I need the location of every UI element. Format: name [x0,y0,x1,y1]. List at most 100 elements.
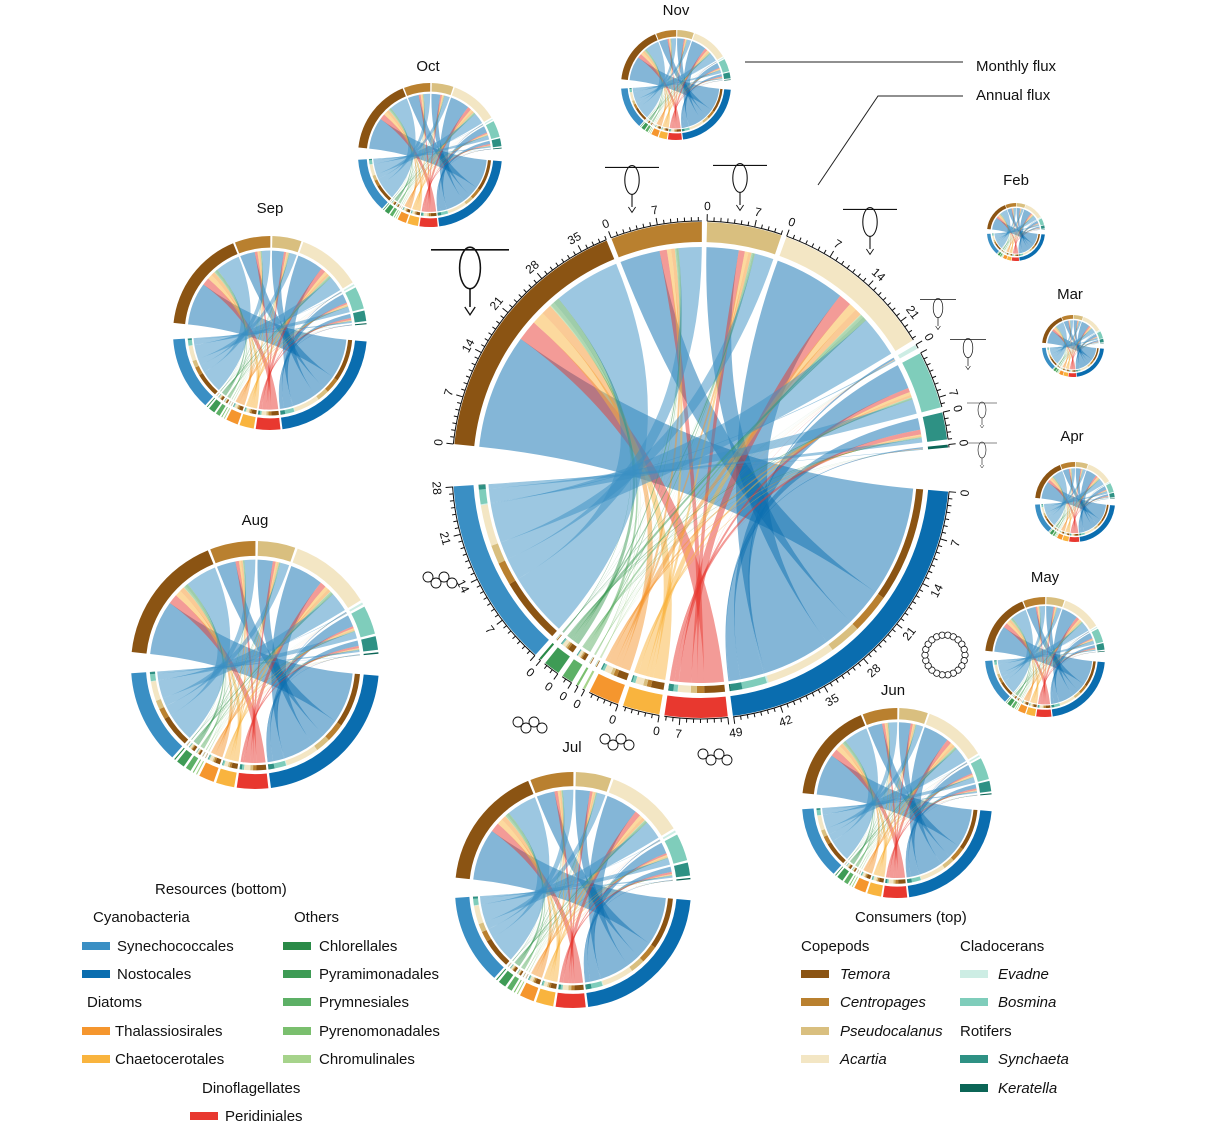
major-tick [574,686,579,693]
resource-consumer-band [325,722,342,741]
resource-consumer-band [1076,369,1078,372]
resource-consumer-band [847,863,851,868]
chord-pseudocalanus-peridiniales [1015,208,1021,254]
tick-label: 21 [487,293,506,312]
resource-consumer-band [846,862,849,866]
resource-consumer-band [508,962,512,967]
resource-consumer-band [1010,253,1013,256]
resource-consumer-band [522,972,526,977]
temora-illustration-icon [431,246,509,316]
chord-acartia-synechococcales [194,277,341,360]
minor-tick [945,424,951,427]
resource-consumer-band [690,685,697,693]
resource-consumer-band [662,127,665,131]
resource-consumer-band [164,716,189,744]
resource-consumer-band [1002,250,1004,253]
tick-label: 0 [921,331,937,344]
resource-consumer-band [1013,254,1015,256]
resource-consumer-band [1021,699,1023,703]
month-jun-sector-thalassiosirales [854,877,870,893]
resource-consumer-band [861,872,864,876]
resource-consumer-band [1064,532,1066,535]
resource-consumer-band [202,751,205,757]
chord-bosmina-nostocales [270,615,354,762]
resource-consumer-band [1004,251,1006,254]
minor-tick [455,408,460,411]
minor-tick [932,375,937,379]
nostocales-illustration-icon [921,631,969,679]
resource-consumer-band [844,861,848,865]
chord-pseudocalanus-synechococcales [995,208,1024,242]
resource-consumer-band [1080,532,1085,536]
chord-centropages-synechococcales [1051,320,1074,358]
resource-consumer-band [480,504,498,546]
resource-consumer-band [1020,253,1024,256]
resource-consumer-band [401,206,403,210]
major-tick [446,442,454,445]
resource-consumer-band [1059,530,1060,532]
minor-tick [651,714,653,719]
chord-temora-synechococcales [204,256,251,391]
resource-consumer-band [846,862,850,867]
resource-consumer-band [827,842,846,864]
resource-consumer-band [645,118,648,121]
resource-consumer-band [646,119,649,122]
resource-consumer-band [219,395,223,399]
axis-line [452,486,536,656]
resource-consumer-band [844,861,848,865]
minor-tick [925,576,930,580]
resource-consumer-band [1014,254,1016,257]
resource-consumer-band [415,211,417,215]
resource-consumer-band [994,661,998,665]
resource-consumer-band [676,129,682,132]
resource-consumer-band [844,861,848,865]
minor-tick [841,675,845,679]
resource-consumer-band [198,749,203,756]
major-tick [780,705,784,713]
resource-consumer-band [1063,368,1065,371]
resource-consumer-band [1093,524,1099,530]
resource-consumer-band [898,879,906,884]
resource-consumer-band [244,407,246,412]
resource-consumer-band [846,862,849,866]
resource-consumer-band [602,663,608,671]
month-apr-sector-chaetocerotales [1062,535,1070,542]
resource-consumer-band [473,905,484,925]
resource-consumer-band [1058,530,1060,532]
resource-consumer-band [590,657,594,664]
chord-temora-synechococcales [1052,322,1067,364]
minor-tick [465,375,471,378]
month-apr-sector-pseudocalanus [1075,462,1088,469]
month-may-sector-chromulinales [1016,703,1021,711]
chord-temora-synechococcales [832,728,878,859]
resource-consumer-band [396,203,399,207]
resource-consumer-band [1057,365,1059,367]
month-oct-sector-temora [358,88,406,149]
resource-consumer-band [589,657,594,664]
minor-tick [496,320,500,324]
resource-consumer-band [1004,251,1006,254]
resource-consumer-band [1019,698,1021,702]
resource-consumer-band [576,649,582,656]
resource-consumer-band [391,200,394,203]
minor-tick [458,540,463,543]
resource-consumer-band [1066,533,1068,535]
resource-consumer-band [150,680,161,701]
month-may-chords [994,605,1096,705]
minor-tick [747,221,750,226]
month-jul-sector-synchaeta [673,862,691,878]
resource-consumer-band [293,396,319,412]
resource-consumer-band [860,871,863,876]
legend-label-pyrenomonadales: Pyrenomonadales [319,1023,440,1040]
resource-consumer-band [1011,693,1014,696]
minor-tick [528,284,532,288]
resource-consumer-band [885,878,886,883]
resource-consumer-band [1025,701,1029,706]
resource-consumer-band [616,670,629,681]
chord-acartia-synechococcales [822,748,966,829]
chord-synchaeta-synechococcales [193,321,352,340]
month-may-sector-peridiniales [1036,709,1052,717]
resource-consumer-band [390,199,393,202]
chord-keratella-nostocales [583,879,673,983]
